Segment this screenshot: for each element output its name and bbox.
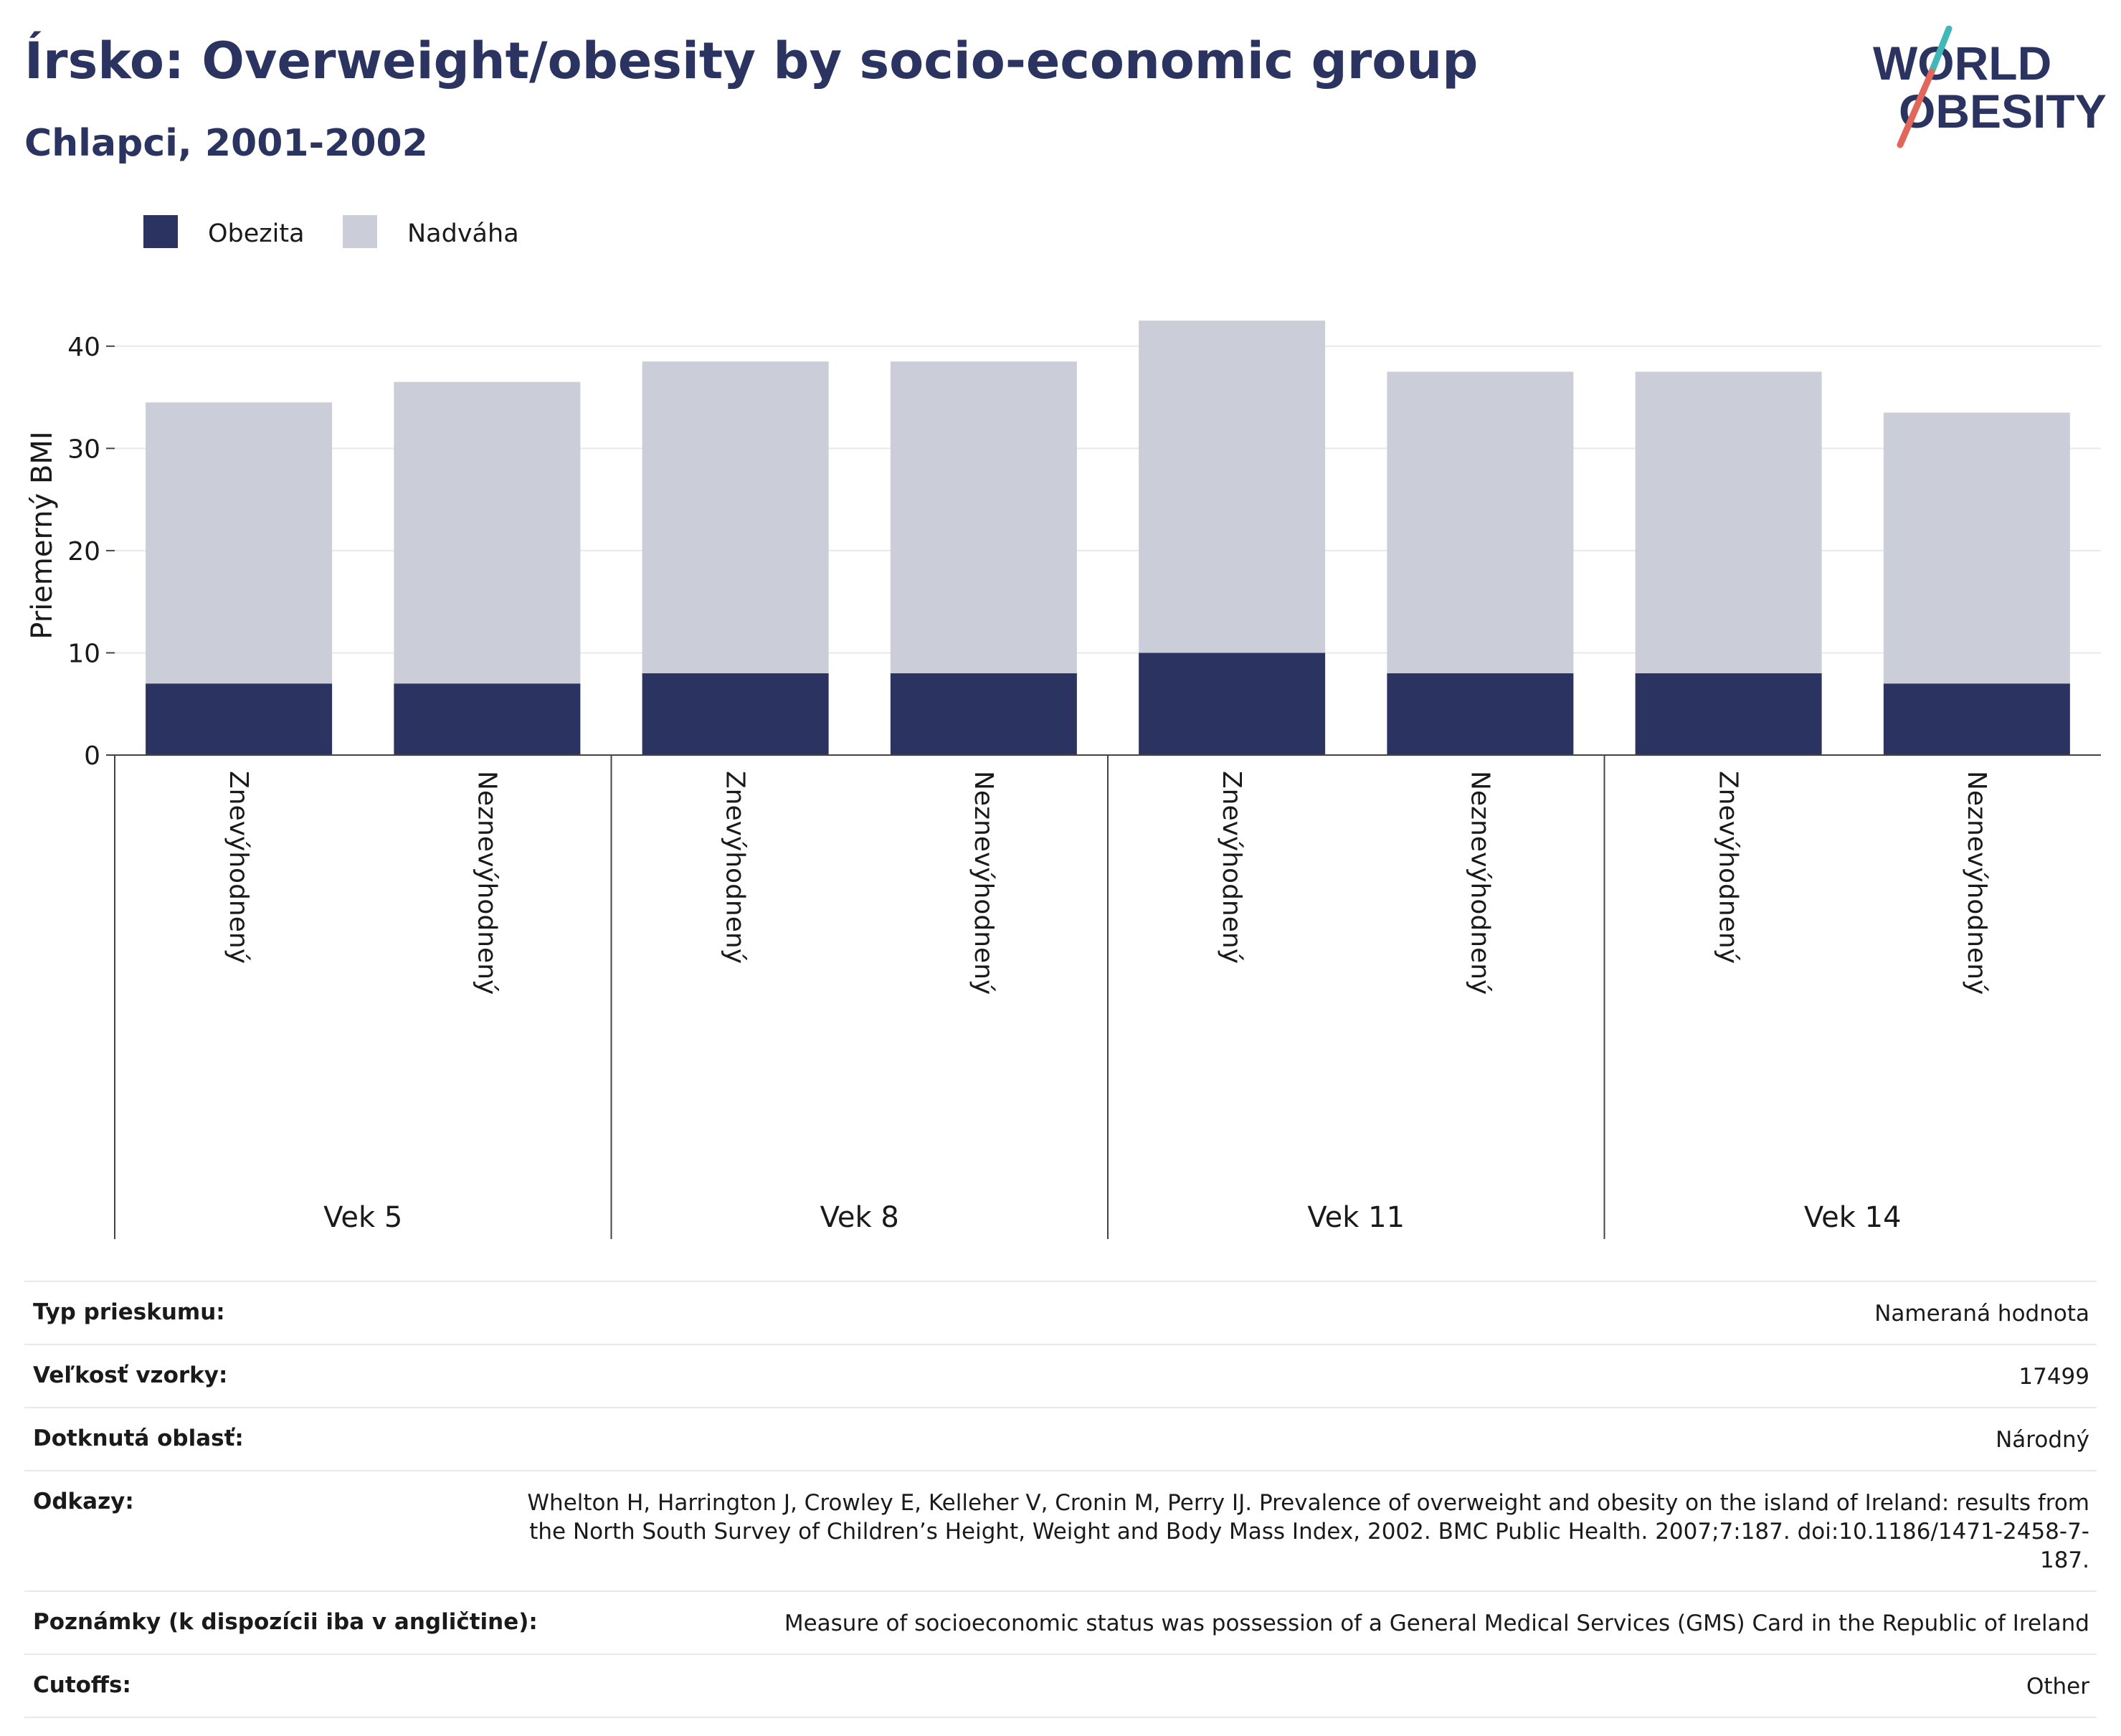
bar-chart: Obezita Nadváha 0 10 20 30 40 Priemerný BMI Znev…	[26, 215, 2101, 1239]
x-category-label: Znevýhodnený	[1714, 771, 1743, 964]
x-category-label: Znevýhodnený	[224, 771, 253, 964]
bar-obesity	[394, 683, 581, 755]
meta-label: Dotknutá oblasť:	[33, 1426, 244, 1451]
bar-overweight	[642, 361, 829, 673]
x-category-label: Neznevýhodnený	[472, 771, 501, 995]
meta-label: Odkazy:	[33, 1489, 134, 1514]
meta-value: Other	[2026, 1674, 2089, 1699]
bar-obesity	[890, 673, 1077, 755]
legend-label-obesity: Obezita	[208, 219, 305, 248]
y-tick-label: 10	[67, 639, 100, 668]
bar-overweight	[1635, 371, 1822, 673]
bar-obesity	[1883, 683, 2070, 755]
meta-label: Cutoffs:	[33, 1672, 131, 1698]
meta-row-area-covered: Dotknutá oblasť: Národný	[24, 1407, 2097, 1470]
meta-label: Poznámky (k dispozícii iba v angličtine)…	[33, 1609, 538, 1635]
x-category-label: Neznevýhodnený	[1962, 771, 1991, 995]
y-tick-label: 40	[67, 333, 100, 362]
meta-label: Typ prieskumu:	[33, 1299, 225, 1325]
bar-obesity	[146, 683, 333, 755]
x-category-label: Neznevýhodnený	[969, 771, 998, 995]
x-category-label: Neznevýhodnený	[1465, 771, 1494, 995]
logo-slash-teal	[1928, 26, 1952, 75]
bar-obesity	[642, 673, 829, 755]
meta-value: Národný	[1996, 1427, 2089, 1453]
x-group-label: Vek 5	[323, 1201, 402, 1234]
bar-overweight	[890, 361, 1077, 673]
meta-row-notes: Poznámky (k dispozícii iba v angličtine)…	[24, 1590, 2097, 1654]
meta-row-references: Odkazy: Whelton H, Harrington J, Crowley…	[24, 1470, 2097, 1590]
y-axis-label: Priemerný BMI	[26, 431, 59, 639]
bar-obesity	[1387, 673, 1574, 755]
legend-swatch-obesity	[143, 215, 178, 248]
bar-overweight	[1387, 371, 1574, 673]
legend-label-overweight: Nadváha	[407, 219, 519, 248]
meta-label: Veľkosť vzorky:	[33, 1362, 228, 1388]
meta-row-survey-type: Typ prieskumu: Nameraná hodnota	[24, 1281, 2097, 1344]
page-title: Írsko: Overweight/obesity by socio-econo…	[24, 32, 1479, 90]
page-subtitle: Chlapci, 2001-2002	[24, 122, 428, 165]
y-tick-label: 30	[67, 435, 100, 464]
meta-value: Nameraná hodnota	[1874, 1301, 2089, 1327]
meta-value: 17499	[2018, 1364, 2089, 1390]
y-tick-label: 0	[84, 741, 100, 771]
logo-text-world: WORLD	[1873, 37, 2051, 90]
metadata-table: Typ prieskumu: Nameraná hodnota Veľkosť …	[24, 1281, 2097, 1718]
x-group-label: Vek 11	[1307, 1201, 1405, 1234]
legend-swatch-overweight	[343, 215, 377, 248]
y-tick-label: 20	[67, 537, 100, 566]
bar-overweight	[146, 402, 333, 684]
bar-obesity	[1635, 673, 1822, 755]
bar-obesity	[1139, 653, 1326, 755]
logo-slash-red	[1897, 68, 1935, 148]
x-category-label: Znevýhodnený	[1217, 771, 1246, 964]
logo-text-obesity: OBESITY	[1899, 85, 2107, 138]
meta-row-sample-size: Veľkosť vzorky: 17499	[24, 1344, 2097, 1407]
meta-value: Measure of socioeconomic status was poss…	[784, 1611, 2089, 1636]
meta-value: Whelton H, Harrington J, Crowley E, Kell…	[527, 1490, 2089, 1573]
bar-overweight	[1883, 412, 2070, 684]
x-category-label: Znevýhodnený	[721, 771, 750, 964]
meta-row-cutoffs: Cutoffs: Other	[24, 1654, 2097, 1718]
bar-overweight	[1139, 321, 1326, 653]
bar-overweight	[394, 381, 581, 684]
x-group-label: Vek 8	[820, 1201, 899, 1234]
x-group-label: Vek 14	[1804, 1201, 1902, 1234]
world-obesity-logo: WORLD OBESITY	[1873, 26, 2107, 148]
